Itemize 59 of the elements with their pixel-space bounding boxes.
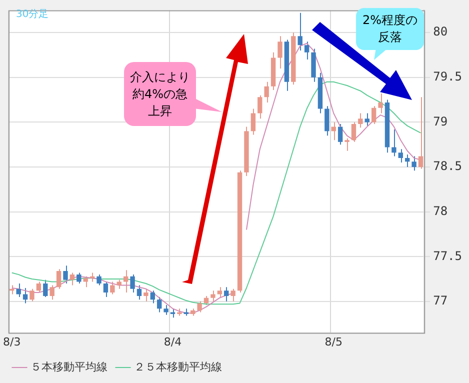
candlestick xyxy=(157,296,162,313)
candlestick xyxy=(70,272,75,286)
candlestick xyxy=(304,41,310,60)
candlestick xyxy=(358,112,363,128)
candlestick xyxy=(136,284,142,300)
y-tick-label: 77.5 xyxy=(433,248,462,263)
candlestick xyxy=(103,281,108,298)
candlestick xyxy=(210,290,216,302)
annotation: 介入により約4%の急上昇 xyxy=(124,62,196,126)
candlestick xyxy=(371,106,376,125)
y-tick-label: 78 xyxy=(433,204,448,218)
candlestick xyxy=(258,94,262,120)
annotation: 30分足 xyxy=(16,8,49,21)
candlestick xyxy=(96,274,102,286)
x-tick-label: 8/4 xyxy=(164,335,182,348)
candlestick xyxy=(378,93,383,114)
legend-label: ２５本移動平均線 xyxy=(134,360,222,374)
candlestick xyxy=(83,276,88,288)
candlestick xyxy=(298,12,302,52)
candlestick xyxy=(324,106,330,136)
y-tick-label: 80 xyxy=(433,24,448,39)
candlestick xyxy=(217,286,222,298)
candlestick xyxy=(144,288,148,302)
candlestick xyxy=(398,148,403,164)
candlestick xyxy=(230,288,236,302)
legend-label: ５本移動平均線 xyxy=(30,360,108,374)
candlestick xyxy=(130,274,135,293)
candlestick xyxy=(351,122,356,142)
x-tick-label: 8/5 xyxy=(324,335,342,348)
candlestick xyxy=(392,128,396,157)
candlestick xyxy=(63,265,68,284)
candlestick xyxy=(197,300,202,313)
candlestick xyxy=(264,81,269,103)
annotation: 2%程度の反落 xyxy=(356,8,424,50)
y-tick-label: 78.5 xyxy=(433,159,462,174)
candlestick xyxy=(338,124,343,146)
candlestick xyxy=(405,154,410,168)
y-tick-label: 79 xyxy=(433,114,448,128)
y-tick-label: 77 xyxy=(433,294,448,308)
candlestick xyxy=(30,288,34,302)
candlestick xyxy=(50,284,54,300)
candlestick xyxy=(110,281,115,295)
x-tick-label: 8/3 xyxy=(3,335,21,348)
candlestick xyxy=(364,112,370,126)
candlestick xyxy=(331,122,336,141)
candlestick xyxy=(224,286,229,302)
candlestick xyxy=(36,281,42,293)
candlestick xyxy=(150,290,155,304)
candlestick xyxy=(250,108,256,136)
candlestick xyxy=(344,138,350,152)
candlestick xyxy=(56,268,62,290)
candlestick xyxy=(43,279,48,298)
candlestick xyxy=(412,156,416,172)
candlestick xyxy=(278,36,282,69)
candlestick xyxy=(16,283,21,298)
candlestick xyxy=(76,272,82,284)
candlestick xyxy=(164,304,168,316)
candlestick xyxy=(418,96,424,170)
y-tick-label: 79.5 xyxy=(433,70,462,84)
